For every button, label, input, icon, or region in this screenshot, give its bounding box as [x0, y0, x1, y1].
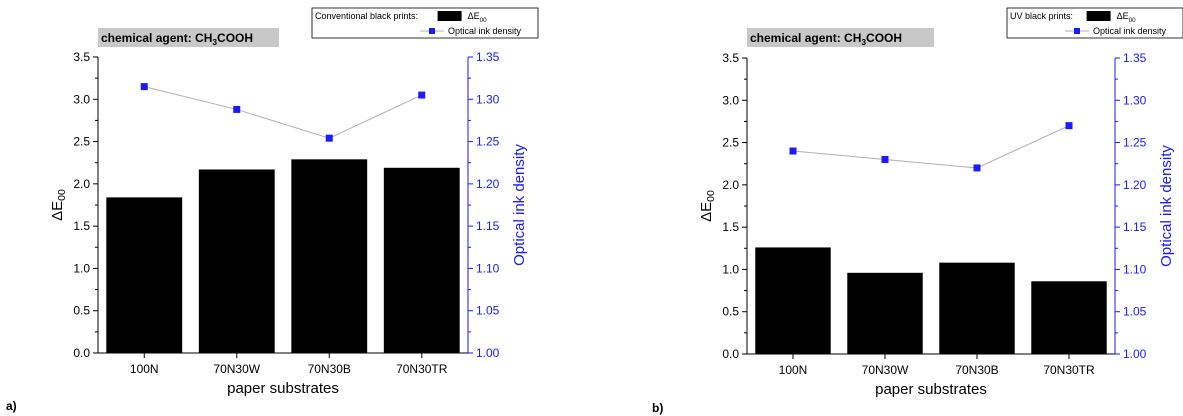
bar-70N30W	[847, 272, 923, 354]
right-tick-label: 1.10	[1123, 262, 1147, 276]
legend-bar-label-part: 00	[1129, 17, 1137, 24]
x-axis-title: paper substrates	[227, 380, 339, 397]
left-tick-label: 3.5	[73, 50, 90, 64]
chemical-agent-badge-text-part: chemical agent: CH	[750, 31, 861, 45]
right-tick-label: 1.00	[1123, 347, 1147, 361]
bar-70N30TR	[383, 167, 460, 353]
x-tick-label: 70N30TR	[1043, 363, 1095, 377]
bar-70N30W	[198, 169, 275, 353]
x-tick-label: 70N30B	[955, 363, 998, 377]
legend-line-marker	[429, 28, 435, 34]
right-tick-label: 1.05	[1123, 305, 1147, 319]
optical-density-point-70N30B	[973, 164, 981, 172]
optical-density-point-70N30TR	[418, 91, 426, 99]
left-tick-label: 2.5	[73, 135, 90, 149]
y-axis-title: ΔE00	[698, 190, 717, 222]
right-tick-label: 1.20	[476, 177, 500, 191]
panel-label: a)	[6, 399, 17, 413]
y-axis-title: ΔE00	[49, 189, 68, 221]
chemical-agent-badge-text-part: chemical agent: CH	[101, 31, 212, 45]
chemical-agent-badge-text: chemical agent: CH3COOH	[750, 31, 902, 47]
panel-label: b)	[652, 401, 663, 415]
chart-panel-b: chemical agent: CH3COOH UV black prints: Δ…	[652, 7, 1183, 415]
left-tick-label: 2.5	[722, 136, 739, 150]
legend-bar-label-part: 00	[480, 17, 488, 24]
legend-bar-label: ΔE00	[1117, 11, 1137, 24]
legend-bar-label-part: ΔE	[468, 11, 480, 21]
x-axis-title: paper substrates	[875, 381, 987, 398]
legend-bar-swatch	[1086, 11, 1111, 21]
right-tick-label: 1.25	[1123, 136, 1147, 150]
optical-density-point-70N30TR	[1065, 122, 1073, 130]
right-tick-label: 1.10	[476, 261, 500, 275]
x-tick-label: 70N30W	[862, 363, 909, 377]
x-tick-label: 100N	[779, 363, 808, 377]
optical-density-point-100N	[140, 83, 148, 91]
left-tick-label: 0.5	[73, 304, 90, 318]
left-tick-label: 1.5	[722, 220, 739, 234]
chemical-agent-badge-text-part: 3	[861, 37, 866, 47]
left-tick-label: 0.5	[722, 305, 739, 319]
x-tick-label: 70N30TR	[396, 362, 448, 376]
right-axis-title: Optical ink density	[1158, 145, 1175, 267]
optical-density-point-70N30B	[325, 134, 333, 142]
legend-box	[311, 7, 539, 39]
legend-line-label: Optical ink density	[1093, 26, 1167, 36]
right-tick-label: 1.00	[476, 346, 500, 360]
bar-100N	[106, 197, 183, 353]
bar-70N30B	[291, 159, 368, 353]
y-axis-title-part: ΔE	[698, 202, 715, 222]
right-tick-label: 1.05	[476, 304, 500, 318]
chemical-agent-badge-text-part: 3	[212, 37, 217, 47]
optical-density-point-100N	[789, 147, 797, 155]
right-tick-label: 1.15	[476, 219, 500, 233]
x-tick-label: 70N30W	[213, 362, 260, 376]
optical-density-point-70N30W	[233, 105, 241, 113]
optical-density-point-70N30W	[881, 155, 889, 163]
left-tick-label: 1.0	[73, 261, 90, 275]
left-tick-label: 1.5	[73, 219, 90, 233]
legend-title: Conventional black prints:	[315, 11, 418, 21]
left-tick-label: 1.0	[722, 262, 739, 276]
legend-bar-label-part: ΔE	[1117, 11, 1129, 21]
right-tick-label: 1.30	[1123, 93, 1147, 107]
left-tick-label: 3.0	[73, 92, 90, 106]
bar-100N	[755, 247, 831, 354]
y-axis-title-part: ΔE	[49, 201, 66, 221]
right-tick-label: 1.15	[1123, 220, 1147, 234]
left-tick-label: 3.5	[722, 51, 739, 65]
right-axis-title: Optical ink density	[511, 144, 528, 266]
legend-bar-label: ΔE00	[468, 11, 488, 24]
chemical-agent-badge-text-part: COOH	[217, 31, 253, 45]
bar-70N30TR	[1031, 281, 1107, 354]
left-tick-label: 0.0	[73, 346, 90, 360]
optical-density-line	[144, 86, 422, 139]
chemical-agent-badge-text-part: COOH	[866, 31, 902, 45]
optical-density-line	[792, 125, 1070, 169]
right-tick-label: 1.30	[476, 92, 500, 106]
left-tick-label: 2.0	[73, 177, 90, 191]
left-tick-label: 3.0	[722, 93, 739, 107]
left-tick-label: 2.0	[722, 178, 739, 192]
legend-line-marker	[1074, 28, 1080, 34]
chemical-agent-badge-text: chemical agent: CH3COOH	[101, 31, 253, 47]
x-tick-label: 70N30B	[308, 362, 351, 376]
right-tick-label: 1.20	[1123, 178, 1147, 192]
bar-70N30B	[939, 262, 1015, 354]
right-tick-label: 1.35	[1123, 51, 1147, 65]
chart-panel-a: chemical agent: CH3COOH Conventional blac…	[6, 7, 539, 413]
legend-line-label: Optical ink density	[448, 26, 522, 36]
legend-bar-swatch	[437, 11, 462, 21]
chemical-agent-badge	[747, 28, 934, 47]
y-axis-title-part: 00	[705, 190, 717, 202]
y-axis-title-part: 00	[56, 189, 68, 201]
x-tick-label: 100N	[130, 362, 159, 376]
right-tick-label: 1.25	[476, 135, 500, 149]
chemical-agent-badge	[98, 28, 279, 47]
left-tick-label: 0.0	[722, 347, 739, 361]
right-tick-label: 1.35	[476, 50, 500, 64]
legend-title: UV black prints:	[1010, 11, 1073, 21]
